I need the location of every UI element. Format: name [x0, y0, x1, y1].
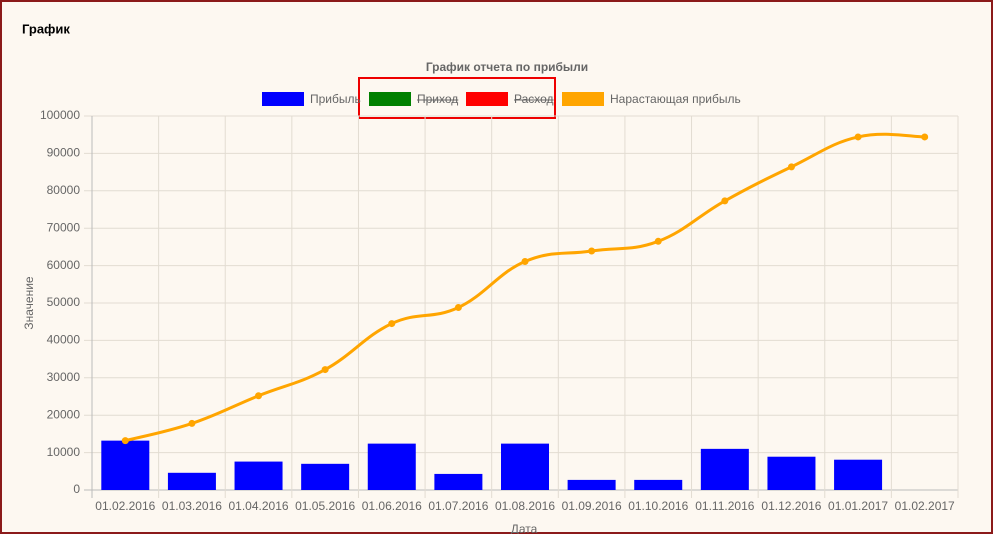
- bar: [367, 443, 416, 490]
- y-tick-label: 20000: [47, 407, 81, 421]
- bar: [700, 448, 749, 490]
- x-tick-label: 01.11.2016: [695, 499, 754, 513]
- y-tick-label: 80000: [47, 183, 81, 197]
- bar: [301, 463, 350, 490]
- y-tick-label: 10000: [47, 445, 81, 459]
- line-point: [188, 419, 196, 427]
- x-tick-label: 01.04.2016: [229, 499, 289, 513]
- x-tick-label: 01.03.2016: [162, 499, 222, 513]
- bar: [834, 459, 883, 490]
- legend-label[interactable]: Приход: [417, 92, 458, 106]
- y-tick-label: 30000: [47, 370, 81, 384]
- y-axis-title: Значение: [22, 276, 36, 330]
- x-tick-label: 01.05.2016: [295, 499, 355, 513]
- y-tick-label: 100000: [40, 108, 80, 122]
- line-point: [787, 163, 795, 171]
- bar: [501, 443, 549, 490]
- bar: [567, 479, 616, 490]
- legend-label[interactable]: Расход: [514, 92, 554, 106]
- legend-swatch[interactable]: [562, 92, 604, 106]
- line-point: [921, 133, 929, 141]
- y-tick-label: 40000: [47, 333, 81, 347]
- chart-title: График отчета по прибыли: [426, 60, 588, 74]
- y-tick-label: 90000: [47, 146, 81, 160]
- line-point: [321, 366, 329, 374]
- y-tick-label: 0: [73, 482, 80, 496]
- panel-title: График: [22, 21, 70, 36]
- legend-swatch[interactable]: [262, 92, 304, 106]
- bar: [434, 473, 483, 490]
- bar: [234, 461, 283, 490]
- line-point: [521, 257, 529, 265]
- line-point: [454, 303, 462, 311]
- legend-swatch[interactable]: [466, 92, 508, 106]
- x-axis-title: Дата: [511, 522, 538, 534]
- x-tick-label: 01.08.2016: [495, 499, 555, 513]
- x-tick-label: 01.02.2016: [95, 499, 155, 513]
- bar: [167, 472, 216, 490]
- line-point: [388, 320, 396, 328]
- line-point: [654, 237, 662, 245]
- x-tick-label: 01.06.2016: [362, 499, 422, 513]
- legend-swatch[interactable]: [369, 92, 411, 106]
- line-point: [121, 437, 129, 445]
- legend-label[interactable]: Прибыль: [310, 92, 361, 106]
- line-point: [255, 392, 263, 400]
- x-tick-label: 01.01.2017: [828, 499, 888, 513]
- y-tick-label: 60000: [47, 258, 81, 272]
- highlight-box: [358, 77, 556, 119]
- line-point: [588, 247, 596, 255]
- line-point: [854, 133, 862, 141]
- x-tick-label: 01.10.2016: [628, 499, 688, 513]
- bar: [101, 440, 150, 490]
- bar: [634, 479, 683, 490]
- x-tick-label: 01.12.2016: [761, 499, 821, 513]
- x-tick-label: 01.09.2016: [562, 499, 622, 513]
- bar: [767, 456, 816, 490]
- x-tick-label: 01.07.2016: [428, 499, 488, 513]
- line-point: [721, 197, 729, 205]
- legend-label[interactable]: Нарастающая прибыль: [610, 92, 741, 106]
- y-tick-label: 50000: [47, 295, 81, 309]
- x-tick-label: 01.02.2017: [895, 499, 955, 513]
- y-tick-label: 70000: [47, 220, 81, 234]
